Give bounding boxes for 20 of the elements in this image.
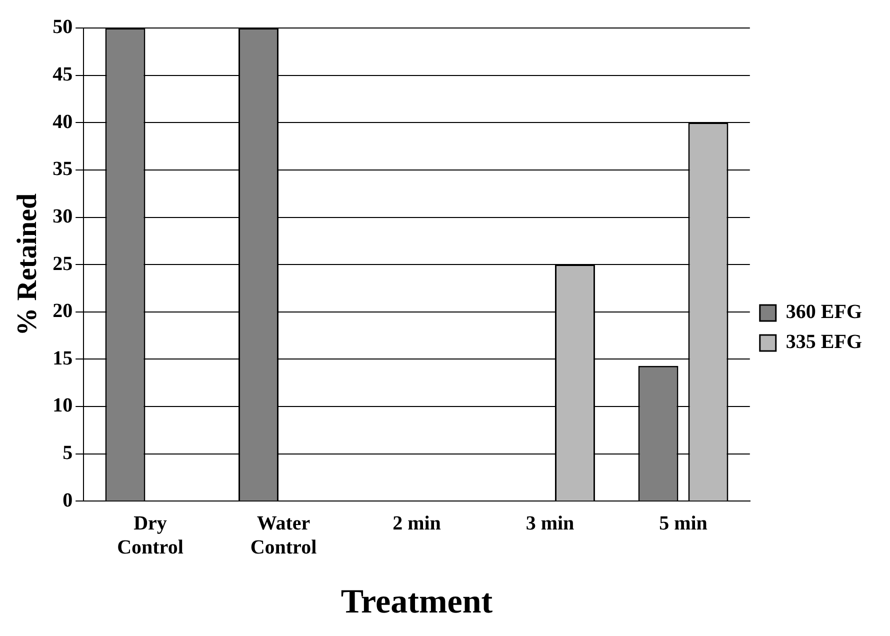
y-tick-label: 0 — [62, 489, 73, 512]
y-tick-label: 25 — [52, 252, 73, 275]
legend-label: 335 EFG — [786, 331, 862, 354]
y-tick-label: 30 — [52, 205, 73, 228]
y-tick-label: 15 — [52, 347, 73, 370]
x-tick-label: 5 min — [659, 512, 708, 534]
x-tick-label: Water Control — [250, 512, 318, 558]
y-tick-label: 20 — [52, 300, 73, 322]
y-tick-label: 40 — [52, 110, 73, 133]
y-tick-label: 45 — [52, 63, 73, 86]
x-axis-title: Treatment — [340, 583, 494, 620]
y-axis-title: % Retained — [12, 193, 44, 336]
x-tick-label: 3 min — [526, 512, 574, 534]
y-tick-label: 35 — [52, 158, 73, 180]
y-tick-label: 10 — [52, 394, 73, 417]
x-tick-label: Dry Control — [117, 512, 184, 558]
y-tick-label: 50 — [52, 16, 73, 38]
x-tick-label: 2 min — [392, 512, 441, 534]
legend-label: 360 EFG — [786, 301, 862, 324]
y-tick-label: 5 — [62, 442, 73, 464]
